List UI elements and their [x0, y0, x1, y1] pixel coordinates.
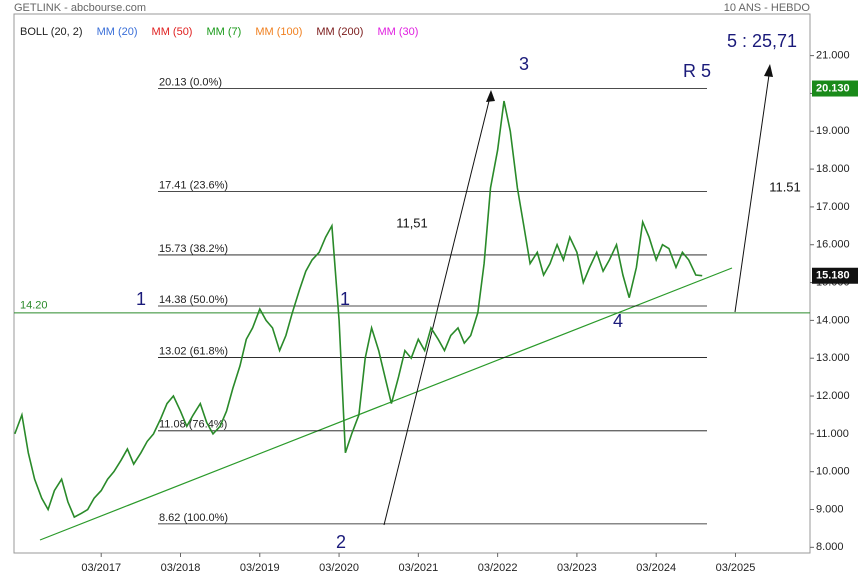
fib-label: 17.41 (23.6%) [159, 179, 228, 191]
y-tick-label: 14.000 [816, 314, 850, 326]
y-tick-label: 8.000 [816, 541, 844, 553]
fib-label: 13.02 (61.8%) [159, 345, 228, 357]
x-tick-label: 03/2025 [716, 562, 756, 574]
y-tick-label: 13.000 [816, 352, 850, 364]
plot-frame [13, 13, 811, 554]
indicator-label: MM (100) [255, 26, 302, 38]
fib-label: 14.38 (50.0%) [159, 294, 228, 306]
arrow-head [764, 64, 773, 77]
y-tick-label: 21.000 [816, 50, 850, 62]
support-label: 14.20 [20, 300, 48, 312]
wave-label: 4 [613, 311, 623, 331]
price-tag-label: 15.180 [816, 270, 850, 282]
fib-label: 8.62 (100.0%) [159, 512, 228, 524]
x-tick-label: 03/2017 [81, 562, 121, 574]
header-left: GETLINK - abcbourse.com [14, 2, 146, 14]
fib-label: 20.13 (0.0%) [159, 76, 222, 88]
price-tag [812, 267, 858, 284]
x-tick-label: 03/2019 [240, 562, 280, 574]
y-tick-label: 19.000 [816, 125, 850, 137]
price-tag-label: 20.130 [816, 82, 850, 94]
target-label: 5 : 25,71 [727, 31, 797, 51]
wave-label: 1 [340, 289, 350, 309]
x-tick-label: 03/2020 [319, 562, 359, 574]
arrow-head [486, 90, 495, 102]
header-right: 10 ANS - HEBDO [724, 2, 811, 14]
x-tick-label: 03/2021 [398, 562, 438, 574]
x-tick-label: 03/2024 [636, 562, 676, 574]
fib-label: 15.73 (38.2%) [159, 243, 228, 255]
indicator-label: MM (200) [316, 26, 363, 38]
wave-label: 3 [519, 54, 529, 74]
y-tick-label: 18.000 [816, 163, 850, 175]
wave-label: 1 [136, 289, 146, 309]
x-tick-label: 03/2022 [478, 562, 518, 574]
move-label: 11.51 [769, 179, 801, 194]
y-tick-label: 16.000 [816, 239, 850, 251]
y-tick-label: 17.000 [816, 201, 850, 213]
arrow-line [734, 67, 771, 313]
indicator-label: MM (20) [97, 26, 138, 38]
move-label: 11,51 [396, 215, 428, 230]
wave-label: 2 [336, 532, 346, 552]
indicator-label: MM (7) [206, 26, 241, 38]
trend-line [39, 267, 733, 541]
y-tick-label: 10.000 [816, 466, 850, 478]
y-tick-label: 12.000 [816, 390, 850, 402]
wave-label: R 5 [683, 61, 711, 81]
price-tag [812, 80, 858, 97]
y-tick-label: 9.000 [816, 503, 844, 515]
x-tick-label: 03/2023 [557, 562, 597, 574]
x-tick-label: 03/2018 [161, 562, 201, 574]
price-line [14, 100, 703, 519]
indicator-label: MM (50) [152, 26, 193, 38]
indicator-label: MM (30) [377, 26, 418, 38]
arrow-line [383, 92, 492, 526]
y-tick-label: 11.000 [816, 428, 849, 440]
indicator-label: BOLL (20, 2) [20, 26, 83, 38]
